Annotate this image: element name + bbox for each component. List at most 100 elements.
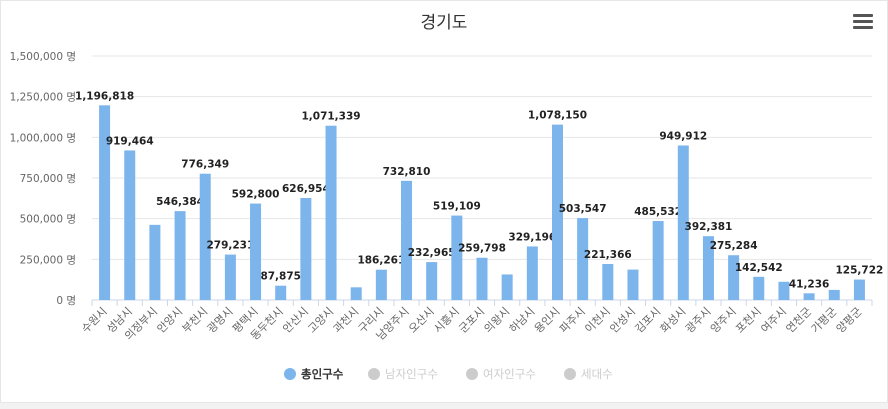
legend-marker[interactable] xyxy=(284,368,296,380)
data-label: 519,109 xyxy=(433,201,481,213)
data-label: 87,875 xyxy=(260,271,301,283)
data-label: 125,722 xyxy=(836,265,884,277)
y-tick-label: 0 명 xyxy=(56,295,76,307)
x-tick-label: 연천군 xyxy=(783,304,814,335)
bar-양주시[interactable] xyxy=(728,255,740,300)
x-tick-label: 안성시 xyxy=(607,305,638,336)
x-tick-label: 시흥시 xyxy=(431,304,462,335)
bar-김포시[interactable] xyxy=(652,221,664,300)
data-label: 485,532 xyxy=(634,206,682,218)
bar-시흥시[interactable] xyxy=(451,215,463,300)
data-label: 1,078,150 xyxy=(528,110,587,122)
x-tick-label: 용인시 xyxy=(532,305,563,336)
bar-안산시[interactable] xyxy=(300,198,312,300)
data-label: 592,800 xyxy=(232,189,280,201)
x-tick-label: 화성시 xyxy=(658,305,689,336)
bar-양평군[interactable] xyxy=(853,279,865,300)
legend-item[interactable]: 남자인구수 xyxy=(385,367,438,381)
bar-안양시[interactable] xyxy=(174,211,186,300)
data-label: 329,196 xyxy=(508,231,556,243)
x-tick-label: 이천시 xyxy=(582,304,613,335)
bar-의왕시[interactable] xyxy=(501,274,513,300)
bar-성남시[interactable] xyxy=(124,150,136,300)
y-tick-label: 500,000 명 xyxy=(20,214,76,226)
legend-item[interactable]: 총인구수 xyxy=(301,367,344,381)
data-label: 392,381 xyxy=(685,221,733,233)
data-label: 1,071,339 xyxy=(301,111,360,123)
bar-연천군[interactable] xyxy=(803,293,815,300)
y-tick-label: 250,000 명 xyxy=(20,254,76,266)
x-tick-label: 과천시 xyxy=(330,304,361,335)
bar-하남시[interactable] xyxy=(526,246,538,300)
y-tick-label: 1,250,000 명 xyxy=(10,92,76,104)
data-label: 776,349 xyxy=(181,159,229,171)
bar-의정부시[interactable] xyxy=(149,224,161,300)
data-label: 503,547 xyxy=(559,203,607,215)
x-tick-label: 안산시 xyxy=(280,305,311,336)
data-label: 259,798 xyxy=(458,243,506,255)
bar-군포시[interactable] xyxy=(476,257,488,300)
bar-동두천시[interactable] xyxy=(275,285,287,300)
bar-수원시[interactable] xyxy=(99,105,111,301)
hamburger-menu-icon[interactable] xyxy=(853,14,873,32)
x-tick-label: 김포시 xyxy=(633,305,664,336)
x-tick-label: 군포시 xyxy=(456,305,487,336)
x-tick-label: 양평군 xyxy=(834,305,865,336)
x-tick-label: 양주시 xyxy=(708,305,739,336)
bar-고양시[interactable] xyxy=(325,125,337,301)
data-label: 221,366 xyxy=(584,249,632,261)
bar-여주시[interactable] xyxy=(778,281,790,300)
bar-용인시[interactable] xyxy=(551,124,563,300)
y-tick-label: 750,000 명 xyxy=(20,173,76,185)
y-tick-label: 1,000,000 명 xyxy=(10,132,76,144)
data-label: 142,542 xyxy=(735,262,783,274)
legend-item[interactable]: 여자인구수 xyxy=(483,367,536,381)
x-tick-label: 광주시 xyxy=(683,305,714,336)
x-tick-label: 고양시 xyxy=(305,305,336,336)
bar-오산시[interactable] xyxy=(426,262,438,300)
chart-title: 경기도 xyxy=(420,13,468,33)
x-tick-label: 부천시 xyxy=(179,304,210,335)
x-tick-label: 의왕시 xyxy=(482,305,513,336)
legend-marker[interactable] xyxy=(466,368,478,380)
legend-item[interactable]: 세대수 xyxy=(581,367,613,381)
bar-가평군[interactable] xyxy=(828,289,840,300)
x-tick-label: 안양시 xyxy=(155,305,186,336)
bar-평택시[interactable] xyxy=(250,203,262,300)
x-tick-label: 오산시 xyxy=(406,305,437,336)
bar-파주시[interactable] xyxy=(577,218,589,300)
bar-과천시[interactable] xyxy=(350,287,362,300)
bar-이천시[interactable] xyxy=(602,263,614,300)
x-tick-label: 포천시 xyxy=(733,304,764,335)
x-tick-label: 가평군 xyxy=(809,305,840,336)
data-label: 626,954 xyxy=(282,183,330,195)
x-tick-label: 여주시 xyxy=(758,305,789,336)
data-label: 732,810 xyxy=(383,166,431,178)
data-label: 949,912 xyxy=(659,130,707,142)
bar-화성시[interactable] xyxy=(677,145,689,300)
y-tick-label: 1,500,000 명 xyxy=(10,51,76,63)
legend-marker[interactable] xyxy=(564,368,576,380)
legend-marker[interactable] xyxy=(368,368,380,380)
bar-광주시[interactable] xyxy=(702,236,714,300)
x-tick-label: 수원시 xyxy=(79,305,110,336)
data-label: 546,384 xyxy=(156,196,204,208)
data-label: 919,464 xyxy=(106,135,154,147)
data-label: 1,196,818 xyxy=(75,90,134,102)
bar-구리시[interactable] xyxy=(375,269,387,300)
data-label: 279,231 xyxy=(206,240,254,252)
bar-안성시[interactable] xyxy=(627,269,639,300)
x-tick-label: 광명시 xyxy=(205,305,236,336)
x-tick-label: 파주시 xyxy=(557,305,588,336)
data-label: 186,261 xyxy=(357,255,405,267)
bar-광명시[interactable] xyxy=(224,254,236,300)
x-tick-label: 하남시 xyxy=(506,304,537,335)
bar-부천시[interactable] xyxy=(199,173,211,300)
bar-남양주시[interactable] xyxy=(401,180,413,300)
data-label: 232,965 xyxy=(408,247,456,259)
data-label: 41,236 xyxy=(789,278,830,290)
data-label: 275,284 xyxy=(710,240,758,252)
bar-포천시[interactable] xyxy=(753,276,765,300)
